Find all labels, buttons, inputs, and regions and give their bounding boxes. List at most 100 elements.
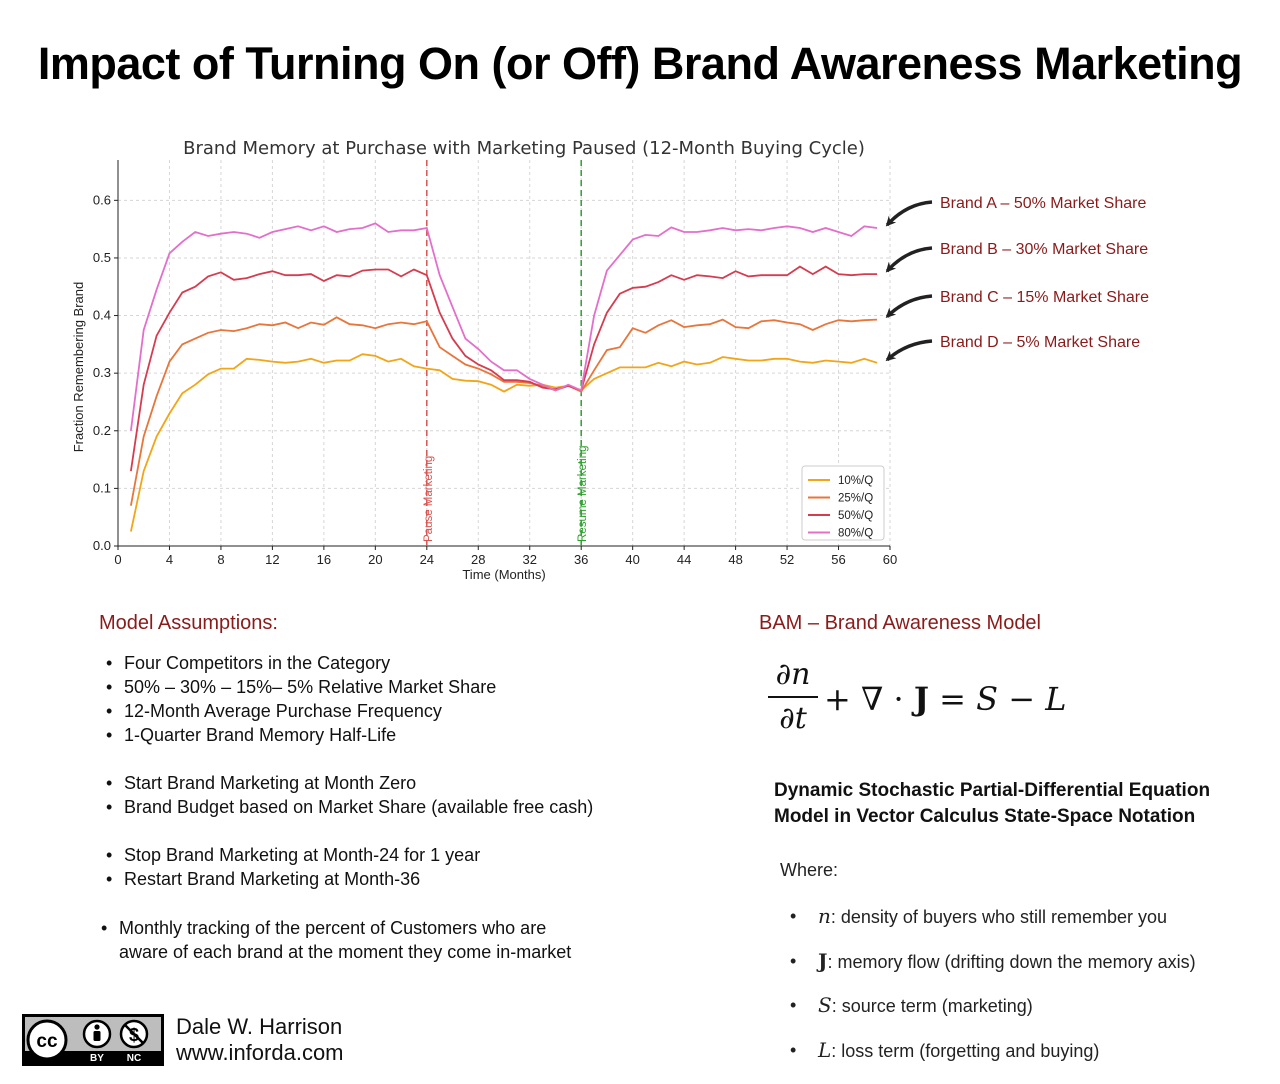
brand-annotation-label: Brand A – 50% Market Share [940, 195, 1146, 212]
brand-annotation-label: Brand C – 15% Market Share [940, 289, 1149, 306]
y-tick-label: 0.3 [93, 365, 111, 380]
definition-text: : memory flow (drifting down the memory … [827, 951, 1196, 972]
series-line [130, 265, 878, 472]
assumption-item: 50% – 30% – 15%– 5% Relative Market Shar… [100, 675, 593, 699]
x-axis-label: Time (Months) [462, 567, 545, 582]
equation-divergence: ∇ · [860, 680, 904, 718]
legend-label: 80%/Q [838, 528, 873, 540]
page-title: Impact of Turning On (or Off) Brand Awar… [37, 38, 1243, 89]
legend-label: 50%/Q [838, 510, 873, 522]
attribution-icon-body [93, 1031, 101, 1041]
x-tick-label: 4 [166, 552, 173, 567]
author-website[interactable]: www.inforda.com [176, 1040, 344, 1065]
annotation-arrow [885, 294, 933, 318]
x-tick-label: 32 [522, 552, 536, 567]
y-tick-label: 0.1 [93, 480, 111, 495]
definition-text: : source term (marketing) [831, 996, 1033, 1016]
bam-equation: ∂n ∂t + ∇ · J = S − L [760, 656, 1180, 746]
model-heading: BAM – Brand Awareness Model [759, 612, 1042, 634]
definition-symbol: J [818, 948, 828, 973]
x-tick-label: 36 [574, 552, 588, 567]
equation-denominator: ∂t [779, 701, 807, 736]
definition-item: J: memory flow (drifting down the memory… [790, 947, 1196, 992]
definition-item: L: loss term (forgetting and buying) [790, 1036, 1196, 1081]
x-tick-label: 44 [677, 552, 691, 567]
cc-logo-text: cc [36, 1031, 58, 1052]
cc-license-badge: cc $ BY NC [22, 1014, 164, 1066]
definition-text: : density of buyers who still remember y… [830, 907, 1168, 927]
author-name: Dale W. Harrison [176, 1014, 343, 1039]
equation-numerator: ∂n [775, 657, 811, 692]
x-tick-label: 28 [471, 552, 485, 567]
definition-item: S: source term (marketing) [790, 991, 1196, 1036]
assumption-item: Four Competitors in the Category [100, 651, 593, 675]
x-tick-label: 16 [317, 552, 331, 567]
x-tick-label: 52 [780, 552, 794, 567]
fraction-bar [768, 696, 818, 698]
model-description-line-2: Model in Vector Calculus State-Space Not… [774, 806, 1196, 827]
x-tick-label: 56 [831, 552, 845, 567]
chart-title: Brand Memory at Purchase with Marketing … [183, 138, 865, 159]
equation-minus: − [1008, 680, 1036, 718]
noncommercial-strike-icon [124, 1024, 144, 1044]
definition-symbol: L [818, 1037, 832, 1062]
model-description: Dynamic Stochastic Partial-Differential … [774, 778, 1210, 830]
y-axis-label: Fraction Remembering Brand [71, 282, 86, 453]
definition-symbol: n [818, 904, 831, 928]
series-line [130, 222, 878, 431]
x-tick-label: 40 [625, 552, 639, 567]
marketing-marker-label: Pause Marketing [423, 456, 435, 542]
definition-text: : loss term (forgetting and buying) [831, 1040, 1100, 1061]
assumption-item: Restart Brand Marketing at Month-36 [100, 867, 593, 891]
assumption-item: Brand Budget based on Market Share (avai… [100, 795, 593, 819]
annotation-arrow [885, 246, 933, 273]
author-block: Dale W. Harrison www.inforda.com [176, 1014, 344, 1066]
series-line [130, 316, 878, 506]
series-line [130, 353, 878, 532]
equation-s: S [976, 680, 999, 718]
cc-logo-icon [26, 1019, 68, 1061]
chart-canvas: 0 4 8 12 16 20 24 28 32 36 40 44 48 52 56 600.00.10.20.… [71, 138, 1149, 582]
marketing-marker-label: Resume Marketing [577, 445, 589, 542]
license-by-label: BY [90, 1053, 104, 1064]
chart-legend [801, 465, 885, 541]
tracking-line-1: Monthly tracking of the percent of Custo… [119, 918, 547, 938]
equation-rhs: + ∇ · J = S − L [824, 680, 1066, 718]
assumptions-heading: Model Assumptions: [99, 612, 278, 634]
annotation-arrow [885, 200, 933, 227]
y-tick-label: 0.2 [93, 423, 111, 438]
attribution-icon-head [94, 1024, 100, 1030]
model-description-line-1: Dynamic Stochastic Partial-Differential … [774, 780, 1211, 801]
y-tick-label: 0.0 [93, 538, 111, 553]
annotation-arrow [885, 339, 933, 362]
tracking-list: Monthly tracking of the percent of Custo… [95, 916, 571, 964]
cc-license-graphic: cc $ BY NC [25, 1017, 161, 1064]
brand-annotation-label: Brand D – 5% Market Share [940, 334, 1140, 351]
x-tick-label: 48 [728, 552, 742, 567]
equation-l: L [1045, 680, 1067, 718]
equation-equals: = [939, 680, 966, 718]
y-tick-label: 0.5 [93, 250, 111, 265]
x-tick-label: 0 [114, 552, 121, 567]
definitions-list: n: density of buyers who still remember … [790, 902, 1196, 1080]
tracking-item: Monthly tracking of the percent of Custo… [95, 916, 571, 964]
definition-item: n: density of buyers who still remember … [790, 902, 1196, 947]
legend-label: 25%/Q [838, 493, 873, 505]
assumptions-list: Four Competitors in the Category 50% – 3… [100, 651, 593, 891]
assumption-item: Start Brand Marketing at Month Zero [100, 771, 593, 795]
tracking-line-2: aware of each brand at the moment they c… [119, 942, 572, 962]
x-tick-label: 24 [420, 552, 434, 567]
assumption-item: 12-Month Average Purchase Frequency [100, 699, 593, 723]
equation-plus: + [824, 680, 851, 718]
brand-memory-chart: 0 4 8 12 16 20 24 28 32 36 40 44 48 52 56 60 0.0 0.1 0.2 0.… [60, 130, 1200, 590]
license-nc-label: NC [127, 1053, 141, 1064]
x-tick-label: 12 [265, 552, 279, 567]
x-tick-label: 60 [883, 552, 897, 567]
where-label: Where: [780, 860, 839, 880]
partial-derivative-fraction: ∂n ∂t [768, 656, 818, 738]
equation-j: J [913, 680, 929, 718]
legend-label: 10%/Q [838, 475, 873, 487]
brand-annotation-label: Brand B – 30% Market Share [940, 241, 1148, 258]
assumption-item: Stop Brand Marketing at Month-24 for 1 y… [100, 843, 593, 867]
y-tick-label: 0.4 [93, 308, 111, 323]
